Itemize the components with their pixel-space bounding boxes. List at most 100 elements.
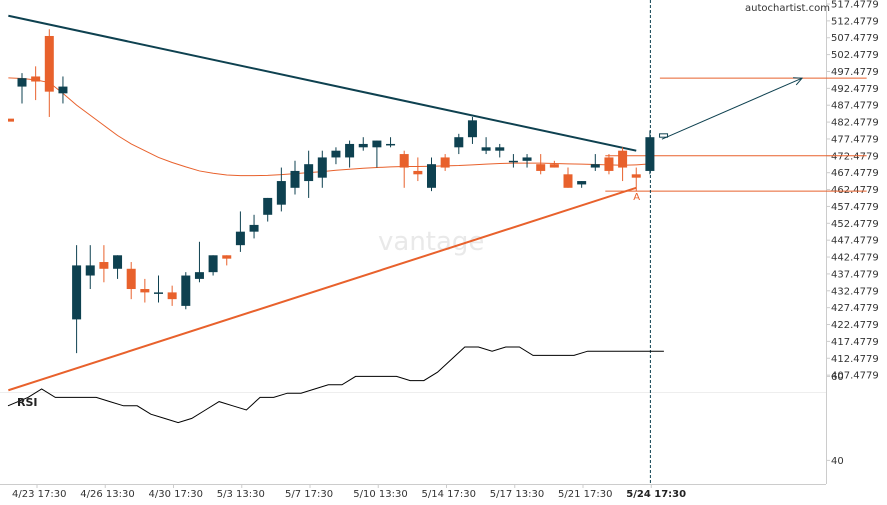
candle-body — [495, 147, 505, 151]
candle-body — [590, 164, 600, 168]
candle-body — [536, 164, 546, 171]
candle — [167, 285, 177, 306]
forecast-arrow-line — [661, 77, 803, 140]
moving-average — [8, 77, 650, 177]
price-tick-label: 472.4779 — [831, 151, 879, 162]
price-tick-label: 407.4779 — [831, 371, 879, 382]
price-tick-label: 497.4779 — [831, 67, 879, 78]
candle — [467, 116, 477, 144]
rsi-line — [7, 346, 664, 424]
candle-body — [440, 157, 450, 168]
candle-body — [208, 255, 218, 273]
candle — [440, 154, 450, 171]
candle — [72, 245, 82, 354]
candle-body — [645, 137, 655, 171]
candle-body — [222, 255, 232, 259]
candle — [522, 154, 532, 168]
price-tick-label: 452.4779 — [831, 219, 879, 230]
candle-body — [194, 272, 204, 279]
price-tick-label: 417.4779 — [831, 337, 879, 348]
candle-body — [659, 133, 669, 138]
candle — [386, 137, 396, 148]
candle — [645, 130, 655, 175]
candle-body — [481, 147, 491, 151]
candle-body — [467, 120, 477, 138]
x-tick-label: 4/23 17:30 — [12, 489, 66, 500]
candle-body — [331, 150, 341, 158]
price-tick-label: 477.4779 — [831, 134, 879, 145]
candle-body — [577, 181, 587, 185]
candle-body — [618, 150, 628, 168]
candle-body — [181, 275, 191, 306]
horizontal-levels — [605, 77, 867, 192]
candle — [358, 137, 368, 151]
candle-body — [522, 157, 532, 161]
x-tick-label: 5/7 17:30 — [285, 489, 333, 500]
candle — [222, 255, 232, 266]
candle-body — [563, 174, 573, 188]
candle — [372, 140, 382, 168]
price-tick-label: 427.4779 — [831, 303, 879, 314]
candle-body — [549, 164, 559, 168]
candle — [331, 147, 341, 165]
price-tick-label: 492.4779 — [831, 84, 879, 95]
rsi-tick-label: 60 — [831, 372, 844, 383]
price-tick-label: 442.4779 — [831, 253, 879, 264]
price-tick-label: 437.4779 — [831, 269, 879, 280]
candle-body — [358, 143, 368, 148]
candle — [208, 255, 218, 276]
rsi-label: RSI — [17, 396, 38, 409]
candle-body — [399, 154, 409, 168]
ma-line — [8, 77, 650, 177]
candle-body — [17, 78, 27, 87]
price-tick-label: 482.4779 — [831, 118, 879, 129]
price-tick-label: 512.4779 — [831, 16, 879, 27]
candle-body — [631, 174, 641, 178]
candle-body — [427, 164, 436, 188]
candle — [140, 278, 150, 303]
candle — [590, 154, 600, 171]
rsi-tick-label: 40 — [831, 456, 844, 467]
candle — [413, 157, 423, 182]
candle-body — [72, 265, 82, 320]
overlay: A — [633, 77, 804, 203]
candle-body — [8, 118, 14, 122]
candle-body — [386, 143, 396, 146]
candle-body — [317, 157, 327, 178]
candle-body — [454, 137, 464, 148]
price-tick-label: 447.4779 — [831, 236, 879, 247]
price-tick-label: 502.4779 — [831, 50, 879, 61]
candle-body — [508, 160, 518, 163]
candle-body — [276, 181, 286, 205]
candle-body — [154, 292, 163, 294]
candle — [345, 140, 355, 168]
brand-label: autochartist.com — [745, 3, 830, 14]
candle — [481, 137, 491, 155]
candle — [58, 76, 68, 104]
candle — [577, 181, 587, 188]
x-tick-label: 4/26 13:30 — [80, 489, 134, 500]
candle-body — [126, 268, 136, 290]
price-tick-label: 422.4779 — [831, 320, 879, 331]
candle-body — [167, 292, 177, 300]
candlesticks — [8, 29, 669, 354]
candle-body — [58, 86, 68, 94]
x-tick-label: 5/14 17:30 — [422, 489, 476, 500]
candle-body — [31, 76, 41, 82]
trend-lines — [8, 0, 651, 484]
candle — [263, 197, 273, 222]
candle-body — [290, 170, 300, 188]
price-tick-label: 507.4779 — [831, 33, 879, 44]
price-tick-label: 412.4779 — [831, 354, 879, 365]
candle — [604, 154, 614, 175]
candle — [290, 160, 300, 195]
candle — [454, 133, 464, 155]
candle — [154, 275, 163, 303]
candle — [508, 154, 518, 168]
x-tick-label: 4/30 17:30 — [149, 489, 203, 500]
resistance-line — [8, 14, 637, 152]
candle-body — [345, 143, 355, 158]
candle — [17, 73, 27, 104]
candle — [618, 147, 628, 182]
candle — [235, 211, 245, 252]
